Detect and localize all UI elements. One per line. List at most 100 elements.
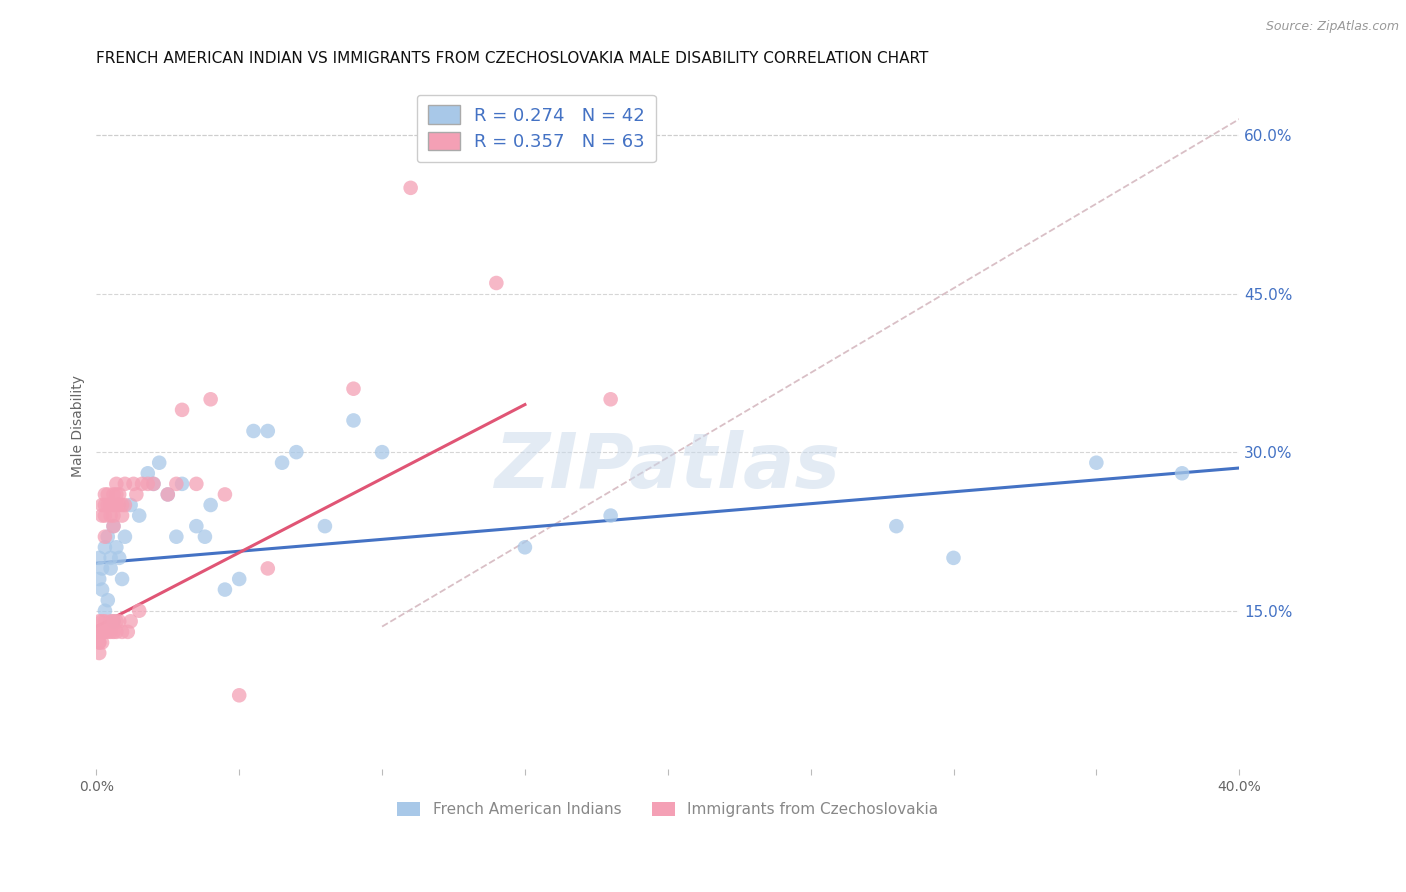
Point (120, 615, 142, 629)
Point (271, 456, 294, 470)
Point (108, 498, 131, 512)
Point (105, 498, 128, 512)
Point (111, 572, 134, 586)
Point (105, 487, 128, 501)
Point (103, 615, 125, 629)
Point (256, 424, 278, 438)
Point (94, 498, 117, 512)
Point (228, 572, 250, 586)
Point (371, 445, 394, 459)
Point (148, 456, 170, 470)
Point (91, 561, 114, 575)
Point (105, 615, 128, 629)
Point (1171, 467, 1194, 481)
Point (186, 519, 208, 533)
Legend: French American Indians, Immigrants from Czechoslovakia: French American Indians, Immigrants from… (391, 797, 945, 823)
Point (131, 476, 153, 491)
Point (120, 498, 142, 512)
Point (114, 476, 136, 491)
Point (100, 508, 122, 523)
Point (136, 476, 159, 491)
Point (142, 476, 165, 491)
Point (97, 530, 120, 544)
Point (513, 541, 536, 555)
Y-axis label: Male Disability: Male Disability (72, 375, 86, 476)
Point (122, 476, 145, 491)
Point (94, 508, 117, 523)
Point (94, 541, 117, 555)
Point (100, 615, 122, 629)
Point (111, 508, 134, 523)
Text: Source: ZipAtlas.com: Source: ZipAtlas.com (1265, 20, 1399, 33)
Point (105, 541, 128, 555)
Point (103, 519, 125, 533)
Point (214, 582, 236, 597)
Point (942, 550, 965, 565)
Point (125, 487, 148, 501)
Point (89, 646, 111, 660)
Point (599, 508, 621, 523)
Point (103, 487, 125, 501)
Point (214, 487, 236, 501)
Point (89, 572, 111, 586)
Point (89, 624, 111, 639)
Point (165, 476, 187, 491)
Point (200, 498, 222, 512)
Point (100, 624, 122, 639)
Point (170, 402, 193, 417)
Point (228, 688, 250, 702)
Point (89, 635, 111, 649)
Point (108, 615, 131, 629)
Point (342, 413, 364, 427)
Point (128, 508, 150, 523)
Point (94, 487, 117, 501)
Point (156, 487, 179, 501)
Point (91, 582, 114, 597)
Point (94, 530, 117, 544)
Point (285, 445, 308, 459)
Point (97, 624, 120, 639)
Point (89, 635, 111, 649)
Text: ZIPatlas: ZIPatlas (495, 430, 841, 504)
Point (117, 624, 139, 639)
Point (314, 519, 336, 533)
Point (108, 550, 131, 565)
Point (399, 181, 422, 195)
Point (105, 476, 128, 491)
Point (194, 530, 217, 544)
Point (91, 624, 114, 639)
Point (165, 530, 187, 544)
Point (97, 487, 120, 501)
Point (103, 624, 125, 639)
Text: FRENCH AMERICAN INDIAN VS IMMIGRANTS FROM CZECHOSLOVAKIA MALE DISABILITY CORRELA: FRENCH AMERICAN INDIAN VS IMMIGRANTS FRO… (97, 51, 929, 66)
Point (100, 561, 122, 575)
Point (200, 392, 222, 407)
Point (599, 392, 621, 407)
Point (105, 624, 128, 639)
Point (97, 498, 120, 512)
Point (91, 498, 114, 512)
Point (97, 593, 120, 607)
Point (94, 624, 117, 639)
Point (242, 424, 264, 438)
Point (91, 635, 114, 649)
Point (142, 476, 165, 491)
Point (91, 508, 114, 523)
Point (111, 498, 134, 512)
Point (485, 276, 508, 290)
Point (94, 604, 117, 618)
Point (156, 487, 179, 501)
Point (108, 487, 131, 501)
Point (94, 615, 117, 629)
Point (103, 519, 125, 533)
Point (103, 498, 125, 512)
Point (103, 508, 125, 523)
Point (91, 615, 114, 629)
Point (100, 550, 122, 565)
Point (111, 624, 134, 639)
Point (89, 615, 111, 629)
Point (89, 624, 111, 639)
Point (342, 382, 364, 396)
Point (256, 561, 278, 575)
Point (89, 550, 111, 565)
